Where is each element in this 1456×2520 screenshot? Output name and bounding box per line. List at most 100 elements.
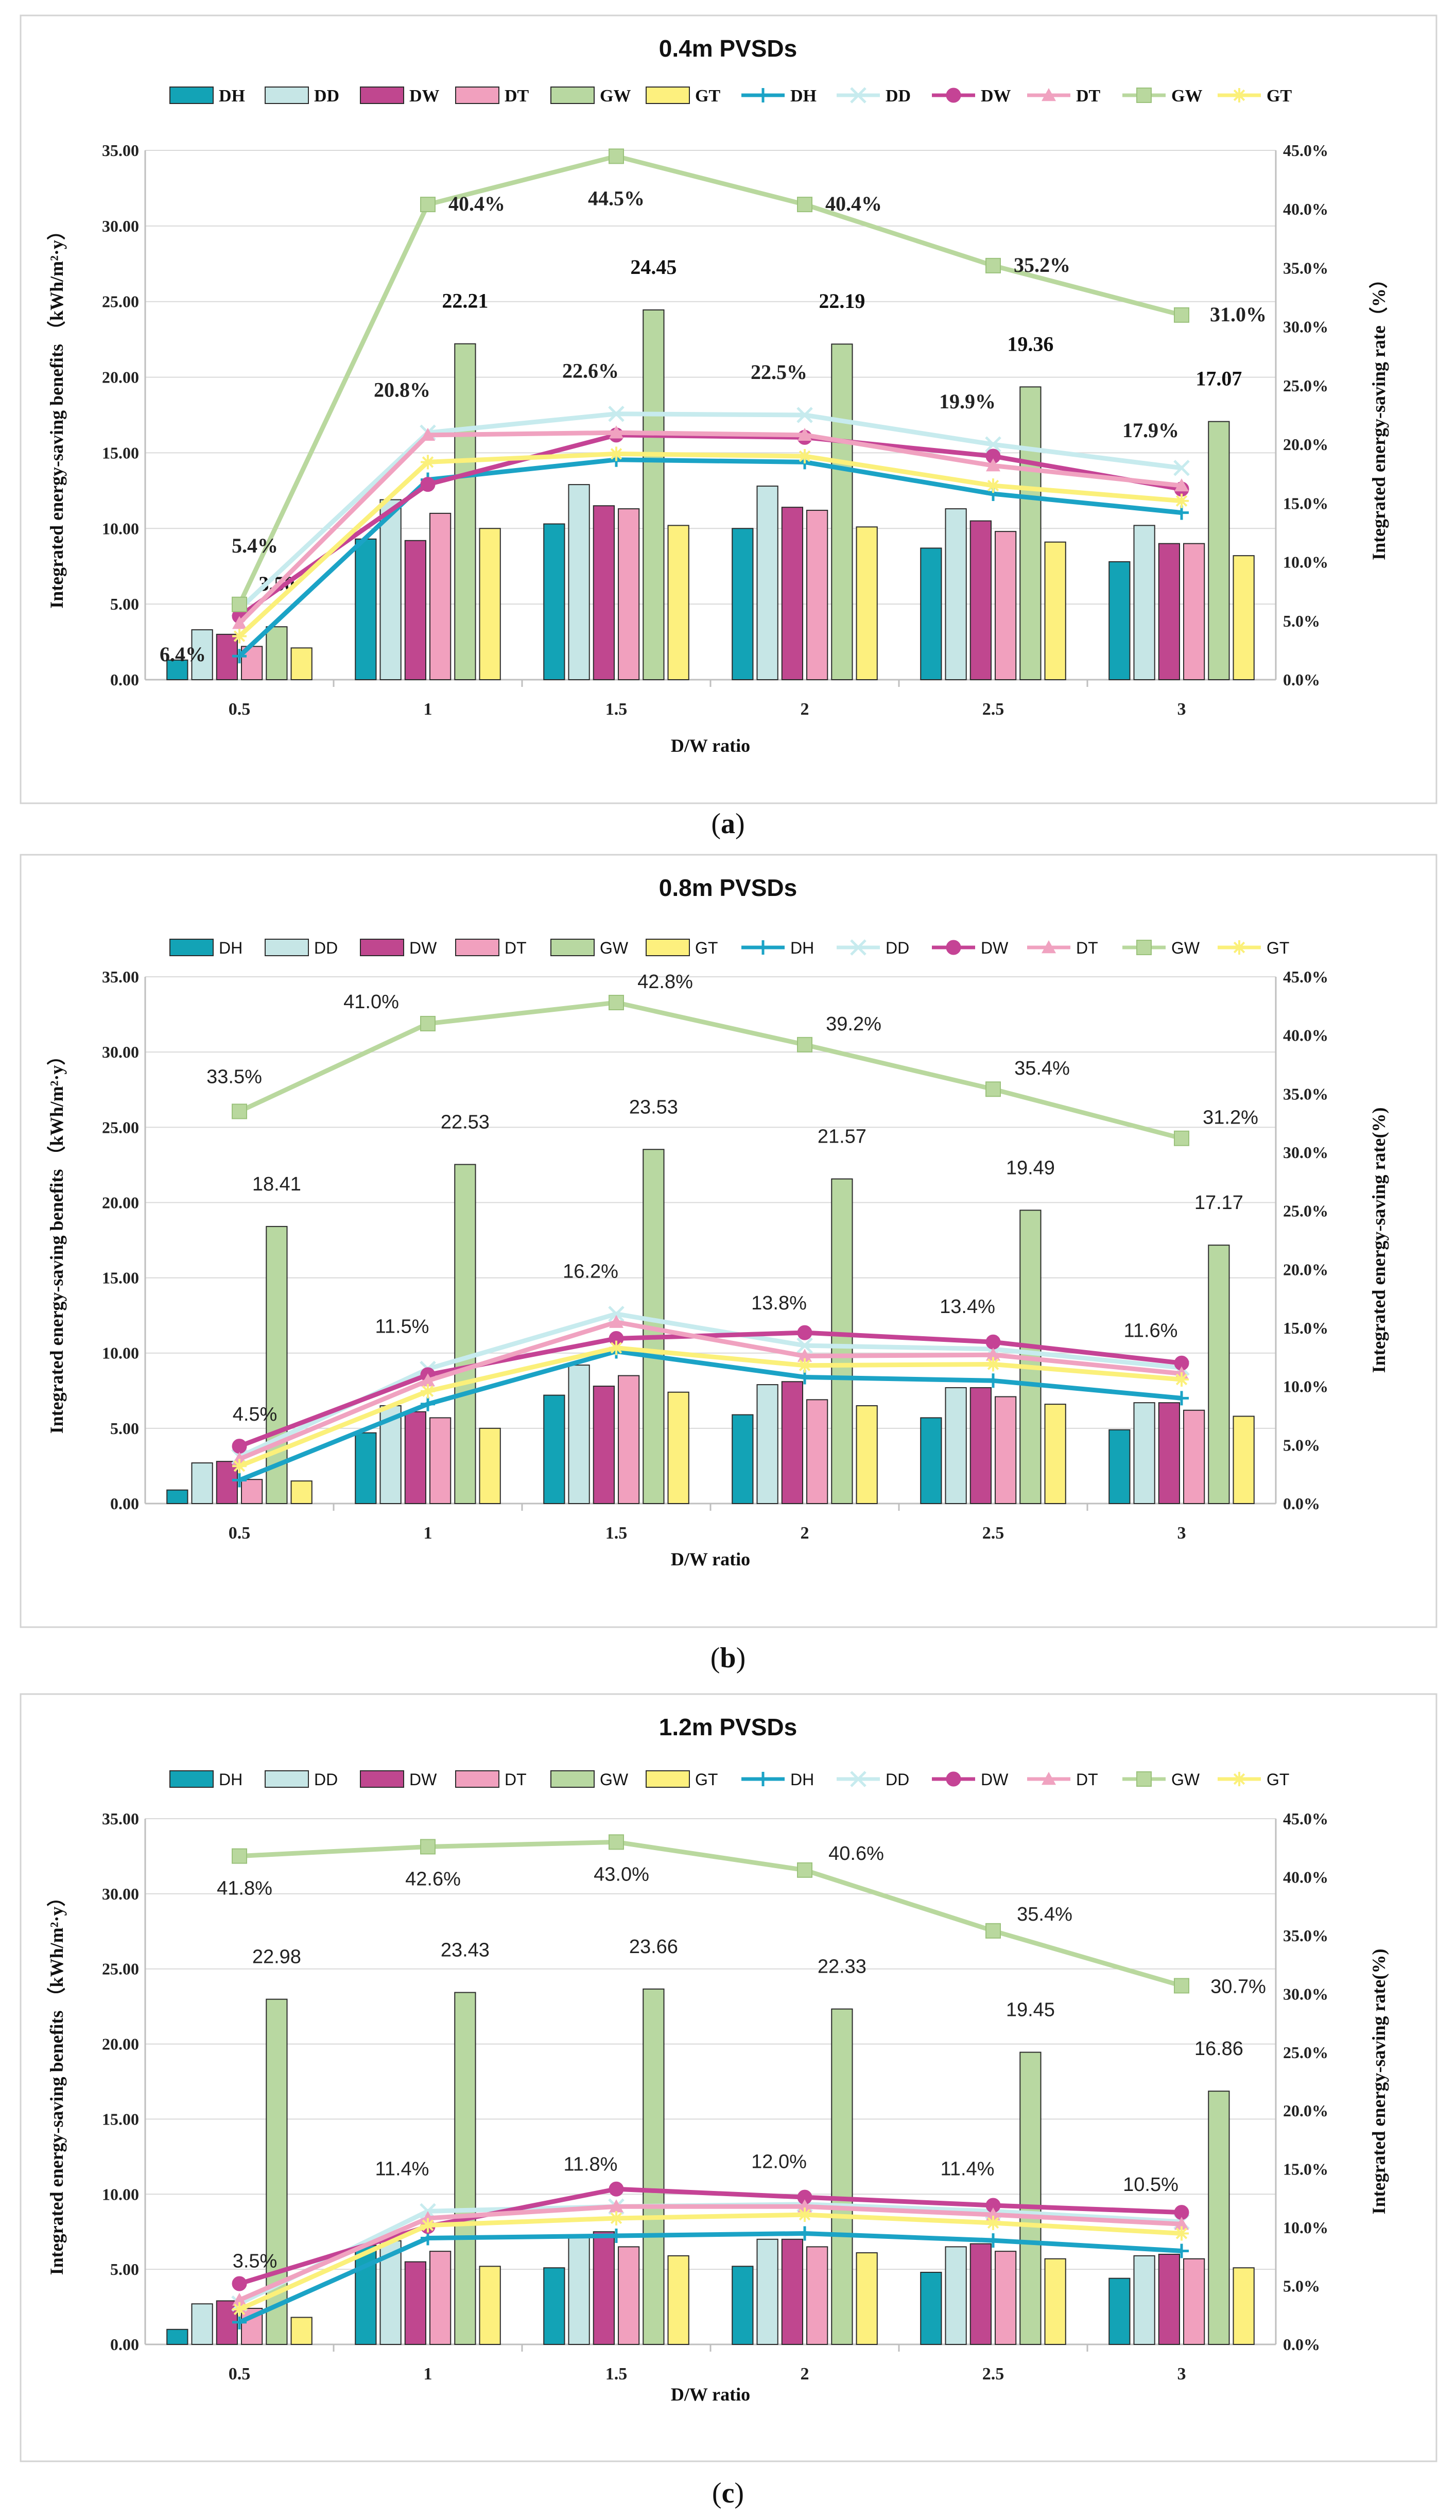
marker-DT — [421, 1373, 435, 1387]
line-DW — [238, 1330, 1182, 1448]
y-axis-title: Integrated energy-saving benefits （kWh/m… — [46, 1047, 67, 1434]
legend-swatch-DH — [169, 1770, 214, 1788]
x-tick-label: 3 — [1177, 1524, 1186, 1543]
legend-swatch-DD — [265, 939, 309, 956]
marker-GT — [421, 1384, 435, 1399]
legend-label: DH — [219, 87, 245, 106]
legend-label: DW — [981, 87, 1011, 106]
bar-DT-1 — [429, 1417, 452, 1505]
y-tick-label: 25.00 — [102, 1960, 139, 1978]
legend-label: DD — [314, 939, 338, 957]
x-tick-label: 1.5 — [605, 700, 628, 719]
caption-open: ( — [711, 808, 721, 840]
y2-tick-label: 10.0% — [1283, 2218, 1328, 2237]
bar-DH-0.5 — [166, 1489, 188, 1505]
marker-GT — [986, 1357, 1000, 1372]
y2-tick-label: 0.0% — [1283, 1494, 1320, 1513]
y-tick-label: 0.00 — [110, 1494, 139, 1513]
legend-swatch-DH — [169, 939, 214, 956]
bar-GT-3 — [1233, 2267, 1255, 2345]
x-axis-title: D/W ratio — [671, 735, 750, 756]
bar-GW-0.5 — [266, 626, 288, 680]
dd-line-label: 3.5% — [233, 2251, 278, 2272]
marker-GT — [1174, 2226, 1189, 2241]
legend-label: GW — [1171, 1770, 1200, 1789]
bar-GT-1.5 — [667, 2255, 689, 2345]
marker-DD — [608, 1305, 625, 1322]
legend-label: DH — [219, 1770, 242, 1789]
bar-DH-1.5 — [543, 1394, 565, 1504]
bar-DW-2.5 — [969, 2243, 992, 2345]
legend-label: DT — [1076, 1770, 1098, 1789]
y2-tick-label: 10.0% — [1283, 1377, 1328, 1396]
marker-GW — [797, 1862, 812, 1878]
bar-DT-3 — [1183, 543, 1205, 680]
y2-tick-label: 25.0% — [1283, 2043, 1328, 2062]
gw-bar-label: 21.57 — [818, 1126, 866, 1148]
bar-DD-2.5 — [945, 1387, 967, 1504]
y2-axis-title: Integrated energy-saving rate（%） — [1368, 270, 1389, 560]
caption-close: ) — [734, 2477, 744, 2509]
line-DH — [238, 1349, 1182, 1482]
panel-caption: (c) — [712, 2477, 744, 2509]
bar-GW-0.5 — [266, 1226, 288, 1505]
bar-DT-1 — [429, 2251, 452, 2345]
legend-label: DH — [219, 939, 242, 957]
bar-GW-1.5 — [643, 309, 665, 680]
bar-DH-2.5 — [920, 2271, 942, 2345]
x-tick-label: 1 — [424, 1524, 432, 1543]
bar-DD-1.5 — [568, 484, 590, 680]
y2-axis-title: Integrated energy-saving rate(%) — [1368, 1949, 1389, 2215]
bar-GW-1 — [454, 1164, 476, 1504]
marker-DT — [609, 2199, 623, 2213]
legend-label: GT — [1267, 939, 1289, 957]
marker-GW — [609, 1834, 624, 1850]
legend: DH DD DW DT GW GT DH DD DW DT GW GT — [169, 87, 1292, 106]
marker-GT — [986, 2216, 1000, 2231]
legend-label: DD — [886, 87, 911, 106]
marker-GW — [232, 1848, 247, 1864]
y-tick-label: 15.00 — [102, 1269, 139, 1287]
y2-tick-label: 40.0% — [1283, 200, 1328, 218]
legend-swatch-DH — [169, 87, 214, 104]
bar-DT-1.5 — [618, 2246, 640, 2345]
gw-line-label: 43.0% — [594, 1863, 649, 1885]
legend-label: DT — [1076, 87, 1101, 106]
x-tick-label: 2 — [801, 1524, 809, 1543]
legend-label: DW — [981, 1770, 1009, 1789]
marker-DH — [798, 2226, 812, 2241]
bar-GT-1.5 — [667, 525, 689, 680]
bar-DW-1.5 — [593, 1386, 615, 1504]
dd-line-label: 4.5% — [233, 1404, 278, 1425]
y2-axis-title: Integrated energy-saving rate(%) — [1368, 1108, 1389, 1373]
marker-DW — [609, 2181, 624, 2197]
bar-DH-1 — [355, 1432, 377, 1505]
bar-GW-2 — [831, 343, 853, 680]
gw-line-label: 41.8% — [217, 1878, 272, 1900]
bar-DD-1.5 — [568, 2235, 590, 2345]
y-tick-label: 25.00 — [102, 292, 139, 311]
marker-GW — [420, 1839, 436, 1855]
bar-GW-1.5 — [643, 1988, 665, 2345]
gw-line-label: 40.4% — [825, 192, 882, 215]
y2-tick-label: 45.0% — [1283, 1809, 1328, 1828]
marker-GW — [609, 995, 624, 1011]
bar-GW-3 — [1208, 421, 1230, 680]
bar-GT-0.5 — [290, 2317, 313, 2345]
marker-GT — [1174, 1372, 1189, 1387]
y-tick-label: 5.00 — [110, 2260, 139, 2279]
gw-bar-label: 22.98 — [252, 1946, 301, 1968]
bar-GT-2.5 — [1044, 2258, 1066, 2345]
legend-marker-GW — [1136, 88, 1152, 103]
y-tick-label: 0.00 — [110, 2335, 139, 2354]
y-tick-label: 10.00 — [102, 519, 139, 538]
bar-DD-2 — [756, 1384, 778, 1504]
line-DW — [238, 2186, 1182, 2286]
marker-GT — [232, 629, 247, 644]
dd-line-label: 16.2% — [563, 1261, 618, 1283]
legend-marker-DD — [850, 87, 866, 103]
x-tick-label: 3 — [1177, 2364, 1186, 2384]
y-tick-label: 35.00 — [102, 968, 139, 986]
marker-DT — [798, 2199, 812, 2213]
y2-tick-label: 25.0% — [1283, 1202, 1328, 1220]
